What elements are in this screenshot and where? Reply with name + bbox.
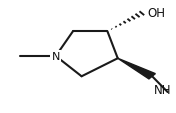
Text: NH: NH — [154, 83, 171, 96]
Text: OH: OH — [147, 7, 165, 19]
Text: N: N — [52, 52, 60, 61]
Polygon shape — [118, 59, 155, 79]
